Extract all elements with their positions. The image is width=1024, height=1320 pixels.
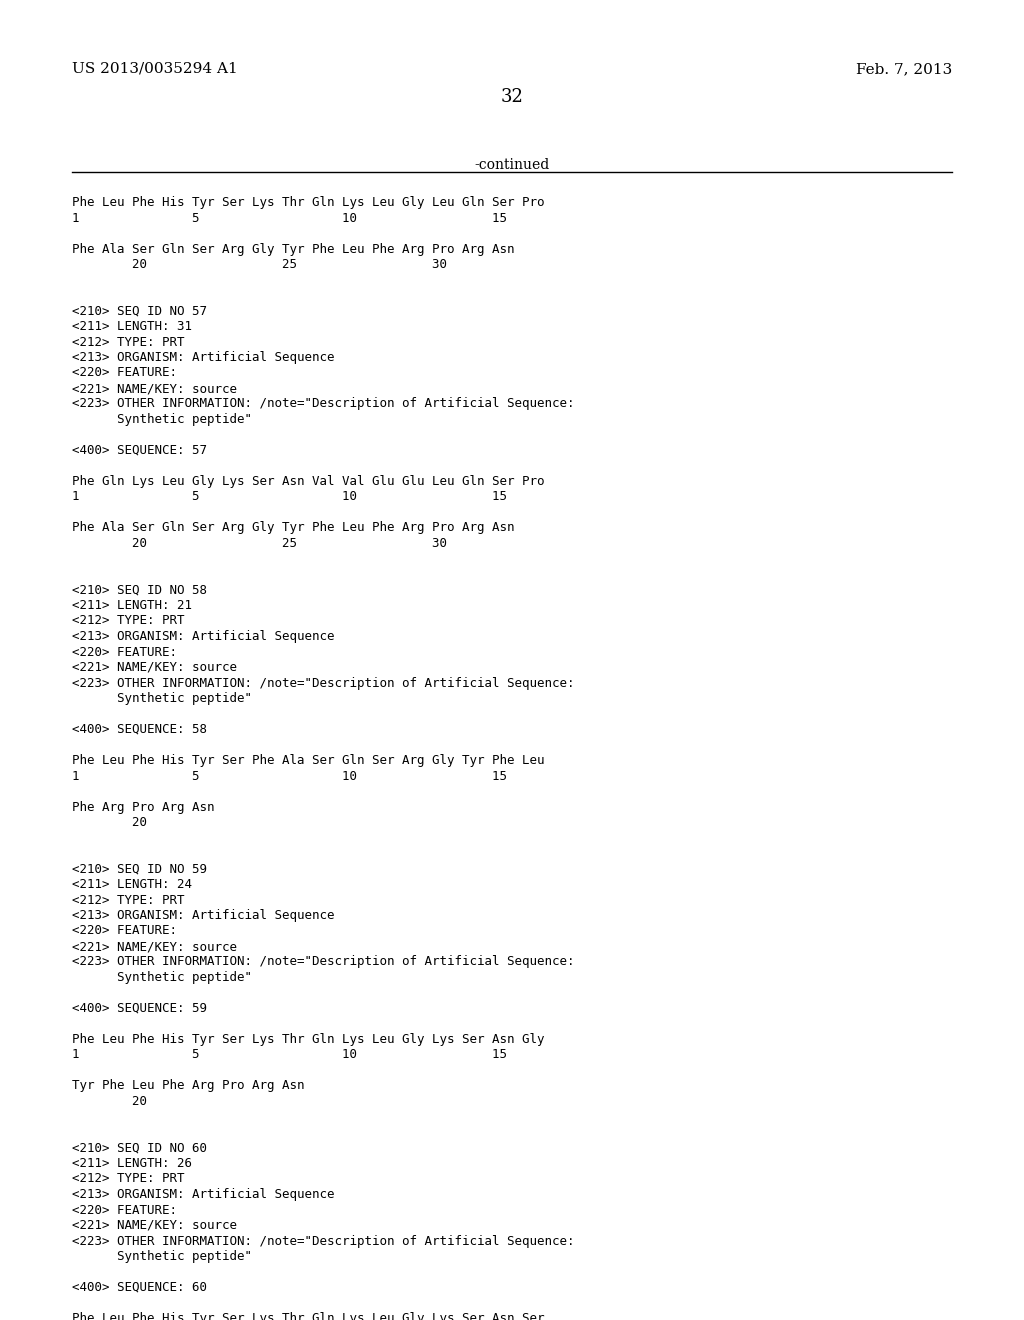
Text: <213> ORGANISM: Artificial Sequence: <213> ORGANISM: Artificial Sequence <box>72 351 335 364</box>
Text: <212> TYPE: PRT: <212> TYPE: PRT <box>72 615 184 627</box>
Text: <211> LENGTH: 31: <211> LENGTH: 31 <box>72 319 193 333</box>
Text: Phe Ala Ser Gln Ser Arg Gly Tyr Phe Leu Phe Arg Pro Arg Asn: Phe Ala Ser Gln Ser Arg Gly Tyr Phe Leu … <box>72 243 514 256</box>
Text: <221> NAME/KEY: source: <221> NAME/KEY: source <box>72 661 237 675</box>
Text: <210> SEQ ID NO 58: <210> SEQ ID NO 58 <box>72 583 207 597</box>
Text: <211> LENGTH: 26: <211> LENGTH: 26 <box>72 1158 193 1170</box>
Text: 20                  25                  30: 20 25 30 <box>72 537 447 550</box>
Text: Feb. 7, 2013: Feb. 7, 2013 <box>856 62 952 77</box>
Text: <400> SEQUENCE: 58: <400> SEQUENCE: 58 <box>72 723 207 737</box>
Text: <400> SEQUENCE: 59: <400> SEQUENCE: 59 <box>72 1002 207 1015</box>
Text: <210> SEQ ID NO 57: <210> SEQ ID NO 57 <box>72 305 207 318</box>
Text: Synthetic peptide": Synthetic peptide" <box>72 413 252 426</box>
Text: Synthetic peptide": Synthetic peptide" <box>72 972 252 983</box>
Text: <220> FEATURE:: <220> FEATURE: <box>72 924 177 937</box>
Text: <211> LENGTH: 21: <211> LENGTH: 21 <box>72 599 193 612</box>
Text: US 2013/0035294 A1: US 2013/0035294 A1 <box>72 62 238 77</box>
Text: 1               5                   10                  15: 1 5 10 15 <box>72 770 507 783</box>
Text: Synthetic peptide": Synthetic peptide" <box>72 1250 252 1263</box>
Text: Synthetic peptide": Synthetic peptide" <box>72 692 252 705</box>
Text: 32: 32 <box>501 88 523 106</box>
Text: 1               5                   10                  15: 1 5 10 15 <box>72 211 507 224</box>
Text: <223> OTHER INFORMATION: /note="Description of Artificial Sequence:: <223> OTHER INFORMATION: /note="Descript… <box>72 676 574 689</box>
Text: <213> ORGANISM: Artificial Sequence: <213> ORGANISM: Artificial Sequence <box>72 909 335 921</box>
Text: <223> OTHER INFORMATION: /note="Description of Artificial Sequence:: <223> OTHER INFORMATION: /note="Descript… <box>72 397 574 411</box>
Text: Phe Leu Phe His Tyr Ser Phe Ala Ser Gln Ser Arg Gly Tyr Phe Leu: Phe Leu Phe His Tyr Ser Phe Ala Ser Gln … <box>72 754 545 767</box>
Text: <400> SEQUENCE: 57: <400> SEQUENCE: 57 <box>72 444 207 457</box>
Text: <220> FEATURE:: <220> FEATURE: <box>72 645 177 659</box>
Text: <220> FEATURE:: <220> FEATURE: <box>72 1204 177 1217</box>
Text: Tyr Phe Leu Phe Arg Pro Arg Asn: Tyr Phe Leu Phe Arg Pro Arg Asn <box>72 1080 304 1093</box>
Text: <220> FEATURE:: <220> FEATURE: <box>72 367 177 380</box>
Text: <210> SEQ ID NO 59: <210> SEQ ID NO 59 <box>72 862 207 875</box>
Text: 20: 20 <box>72 816 147 829</box>
Text: <223> OTHER INFORMATION: /note="Description of Artificial Sequence:: <223> OTHER INFORMATION: /note="Descript… <box>72 1234 574 1247</box>
Text: Phe Gln Lys Leu Gly Lys Ser Asn Val Val Glu Glu Leu Gln Ser Pro: Phe Gln Lys Leu Gly Lys Ser Asn Val Val … <box>72 475 545 488</box>
Text: <212> TYPE: PRT: <212> TYPE: PRT <box>72 1172 184 1185</box>
Text: <400> SEQUENCE: 60: <400> SEQUENCE: 60 <box>72 1280 207 1294</box>
Text: 1               5                   10                  15: 1 5 10 15 <box>72 1048 507 1061</box>
Text: 20                  25                  30: 20 25 30 <box>72 257 447 271</box>
Text: <223> OTHER INFORMATION: /note="Description of Artificial Sequence:: <223> OTHER INFORMATION: /note="Descript… <box>72 956 574 969</box>
Text: <212> TYPE: PRT: <212> TYPE: PRT <box>72 335 184 348</box>
Text: Phe Leu Phe His Tyr Ser Lys Thr Gln Lys Leu Gly Lys Ser Asn Ser: Phe Leu Phe His Tyr Ser Lys Thr Gln Lys … <box>72 1312 545 1320</box>
Text: <210> SEQ ID NO 60: <210> SEQ ID NO 60 <box>72 1142 207 1155</box>
Text: -continued: -continued <box>474 158 550 172</box>
Text: <221> NAME/KEY: source: <221> NAME/KEY: source <box>72 381 237 395</box>
Text: <213> ORGANISM: Artificial Sequence: <213> ORGANISM: Artificial Sequence <box>72 1188 335 1201</box>
Text: Phe Arg Pro Arg Asn: Phe Arg Pro Arg Asn <box>72 800 214 813</box>
Text: <213> ORGANISM: Artificial Sequence: <213> ORGANISM: Artificial Sequence <box>72 630 335 643</box>
Text: Phe Ala Ser Gln Ser Arg Gly Tyr Phe Leu Phe Arg Pro Arg Asn: Phe Ala Ser Gln Ser Arg Gly Tyr Phe Leu … <box>72 521 514 535</box>
Text: 1               5                   10                  15: 1 5 10 15 <box>72 491 507 503</box>
Text: Phe Leu Phe His Tyr Ser Lys Thr Gln Lys Leu Gly Lys Ser Asn Gly: Phe Leu Phe His Tyr Ser Lys Thr Gln Lys … <box>72 1034 545 1045</box>
Text: <221> NAME/KEY: source: <221> NAME/KEY: source <box>72 1218 237 1232</box>
Text: Phe Leu Phe His Tyr Ser Lys Thr Gln Lys Leu Gly Leu Gln Ser Pro: Phe Leu Phe His Tyr Ser Lys Thr Gln Lys … <box>72 195 545 209</box>
Text: <212> TYPE: PRT: <212> TYPE: PRT <box>72 894 184 907</box>
Text: 20: 20 <box>72 1096 147 1107</box>
Text: <211> LENGTH: 24: <211> LENGTH: 24 <box>72 878 193 891</box>
Text: <221> NAME/KEY: source: <221> NAME/KEY: source <box>72 940 237 953</box>
